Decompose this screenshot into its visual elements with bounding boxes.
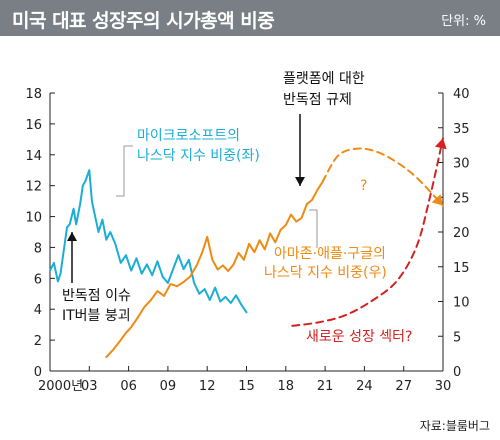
source-label: 자료:블룸버그: [419, 419, 490, 433]
orange-series-label-line2: 나스닥 지수 비중(우): [264, 265, 387, 281]
left-tick-label: 18: [25, 87, 42, 102]
platform-label-line2: 반독점 규제: [283, 92, 352, 108]
left-tick-label: 2: [34, 334, 42, 349]
title-bar: 미국 대표 성장주의 시가총액 비중 단위: %: [0, 0, 500, 36]
cyan-series-label-line1: 마이크로소프트의: [137, 128, 240, 144]
chart-title: 미국 대표 성장주의 시가총액 비중: [12, 10, 275, 32]
right-tick-label: 40: [453, 87, 470, 102]
right-tick-label: 5: [453, 330, 461, 345]
right-tick-label: 25: [453, 191, 470, 206]
right-tick-label: 0: [453, 365, 461, 380]
right-tick-label: 35: [453, 122, 470, 137]
cyan-leader-line: [116, 145, 133, 197]
left-tick-label: 16: [25, 118, 42, 133]
cyan-series-label-line2: 나스닥 지수 비중(좌): [137, 148, 260, 164]
right-tick-label: 15: [453, 261, 470, 276]
x-tick-label: 21: [317, 379, 334, 394]
question-mark: ?: [360, 178, 367, 194]
right-tick-label: 10: [453, 296, 470, 311]
orange-series-label-line1: 아마존·애플·구글의: [274, 246, 386, 262]
platform-label-line1: 플랫폼에 대한: [283, 71, 365, 87]
orange-leader-line: [309, 209, 318, 248]
left-tick-label: 6: [34, 272, 42, 287]
left-tick-label: 12: [25, 180, 42, 195]
big-tech-forecast-line: [321, 147, 444, 207]
x-tick-label: 2000년: [38, 379, 83, 394]
platform-arrow-head: [295, 177, 305, 186]
left-tick-label: 0: [34, 365, 42, 380]
msft-share-line: [49, 169, 248, 314]
semi-label-line2: IT버블 붕괴: [62, 308, 131, 324]
new-sector-label: 새로운 성장 섹터?: [306, 329, 413, 345]
x-tick-label: 18: [278, 379, 295, 394]
series-lines: [49, 137, 447, 359]
x-tick-label: 06: [120, 379, 137, 394]
x-tick-label: 12: [199, 379, 216, 394]
x-tick-label: 30: [435, 379, 452, 394]
new-sector-forecast-line: [291, 137, 444, 327]
big-tech-share-line: [105, 181, 324, 359]
semi-arrow-head: [67, 232, 77, 241]
x-tick-label: 03: [81, 379, 98, 394]
semi-label-line1: 반독점 이슈: [62, 288, 131, 304]
annotations: 마이크로소프트의 나스닥 지수 비중(좌) 아마존·애플·구글의 나스닥 지수 …: [62, 71, 413, 345]
x-tick-label: 15: [238, 379, 255, 394]
left-tick-label: 8: [34, 241, 42, 256]
right-tick-label: 30: [453, 157, 470, 172]
new-sector-forecast-line-arrowhead: [434, 138, 447, 150]
x-tick-label: 27: [395, 379, 412, 394]
left-tick-label: 10: [25, 211, 42, 226]
x-tick-label: 24: [356, 379, 373, 394]
left-tick-label: 14: [25, 149, 42, 164]
x-tick-label: 09: [160, 379, 177, 394]
right-tick-label: 20: [453, 226, 470, 241]
left-tick-label: 4: [34, 303, 42, 318]
arrows: [67, 114, 318, 283]
unit-label: 단위: %: [441, 14, 486, 29]
big-tech-forecast-line-arrowhead: [431, 194, 443, 206]
